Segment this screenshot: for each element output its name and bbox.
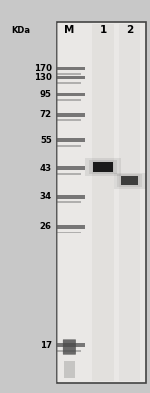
Bar xyxy=(57,350,81,352)
Text: M: M xyxy=(64,25,75,35)
Bar xyxy=(57,166,85,170)
Text: 95: 95 xyxy=(40,90,52,99)
Text: 130: 130 xyxy=(34,73,52,82)
Bar xyxy=(92,24,114,381)
Bar xyxy=(57,23,145,382)
Text: 170: 170 xyxy=(34,64,52,73)
Bar xyxy=(57,73,81,75)
Bar xyxy=(93,162,113,173)
Bar xyxy=(57,93,85,96)
Bar xyxy=(121,176,138,185)
Bar xyxy=(85,158,121,176)
Text: 26: 26 xyxy=(40,222,52,231)
Text: 17: 17 xyxy=(40,341,52,350)
Bar xyxy=(89,160,117,174)
Bar xyxy=(57,225,85,229)
Text: 72: 72 xyxy=(40,110,52,119)
Bar xyxy=(57,202,81,204)
Text: 34: 34 xyxy=(40,193,52,202)
FancyBboxPatch shape xyxy=(63,340,76,354)
Text: 43: 43 xyxy=(40,163,52,173)
Bar xyxy=(57,195,85,199)
Bar xyxy=(119,24,140,381)
Bar xyxy=(114,173,146,189)
Bar xyxy=(117,174,142,187)
Bar xyxy=(57,99,81,101)
Bar xyxy=(57,82,81,84)
Bar xyxy=(57,138,85,142)
Bar xyxy=(57,119,81,121)
Bar xyxy=(57,76,85,79)
Bar xyxy=(57,22,146,383)
Bar xyxy=(57,145,81,147)
Text: 55: 55 xyxy=(40,136,52,145)
Text: 2: 2 xyxy=(126,25,133,35)
Bar xyxy=(57,343,85,347)
Text: KDa: KDa xyxy=(11,26,30,35)
Bar xyxy=(57,173,81,174)
Bar xyxy=(57,67,85,70)
Bar xyxy=(57,113,85,117)
Bar xyxy=(64,361,75,378)
Text: 1: 1 xyxy=(99,25,107,35)
Bar xyxy=(57,231,81,233)
